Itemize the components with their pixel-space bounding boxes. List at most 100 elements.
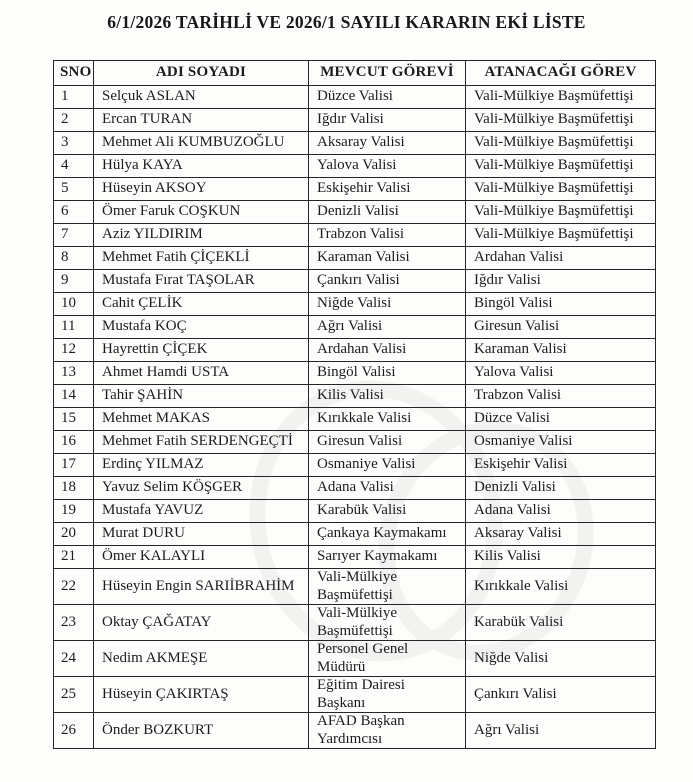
table-row: 5 Hüseyin AKSOY Eskişehir Valisi Vali-Mü…: [53, 177, 656, 201]
cell-name: Murat DURU: [93, 522, 309, 546]
header-current-position: MEVCUT GÖREVİ: [308, 60, 466, 86]
cell-name: Mehmet Fatih SERDENGEÇTİ: [93, 430, 309, 454]
cell-name: Hayrettin ÇİÇEK: [93, 338, 309, 362]
cell-new-position: Vali-Mülkiye Başmüfettişi: [465, 177, 656, 201]
cell-name: Önder BOZKURT: [93, 712, 309, 749]
cell-current-position: Bingöl Valisi: [308, 361, 466, 385]
cell-new-position: Çankırı Valisi: [465, 676, 656, 713]
cell-current-position: Vali-Mülkiye Başmüfettişi: [308, 568, 466, 605]
cell-current-position: Ardahan Valisi: [308, 338, 466, 362]
cell-sno: 9: [53, 269, 94, 293]
cell-new-position: Iğdır Valisi: [465, 269, 656, 293]
table-row: 8 Mehmet Fatih ÇİÇEKLİ Karaman Valisi Ar…: [53, 246, 656, 270]
cell-name: Mustafa KOÇ: [93, 315, 309, 339]
cell-current-position: Personel Genel Müdürü: [308, 640, 466, 677]
cell-name: Ömer KALAYLI: [93, 545, 309, 569]
cell-current-position: Kilis Valisi: [308, 384, 466, 408]
table-row: 14 Tahir ŞAHİN Kilis Valisi Trabzon Vali…: [53, 384, 656, 408]
table-row: 21 Ömer KALAYLI Sarıyer Kaymakamı Kilis …: [53, 545, 656, 569]
cell-sno: 10: [53, 292, 94, 316]
cell-name: Ercan TURAN: [93, 108, 309, 132]
cell-sno: 23: [53, 604, 94, 641]
cell-sno: 4: [53, 154, 94, 178]
table-row: 2 Ercan TURAN Iğdır Valisi Vali-Mülkiye …: [53, 108, 656, 132]
cell-new-position: Denizli Valisi: [465, 476, 656, 500]
cell-sno: 3: [53, 131, 94, 155]
cell-current-position: AFAD Başkan Yardımcısı: [308, 712, 466, 749]
table-row: 10 Cahit ÇELİK Niğde Valisi Bingöl Valis…: [53, 292, 656, 316]
cell-new-position: Vali-Mülkiye Başmüfettişi: [465, 200, 656, 224]
cell-sno: 24: [53, 640, 94, 677]
table-body: 1 Selçuk ASLAN Düzce Valisi Vali-Mülkiye…: [53, 85, 656, 749]
cell-sno: 21: [53, 545, 94, 569]
cell-name: Mustafa Fırat TAŞOLAR: [93, 269, 309, 293]
cell-name: Erdinç YILMAZ: [93, 453, 309, 477]
cell-name: Selçuk ASLAN: [93, 85, 309, 109]
cell-sno: 15: [53, 407, 94, 431]
cell-name: Hülya KAYA: [93, 154, 309, 178]
cell-current-position: Osmaniye Valisi: [308, 453, 466, 477]
cell-current-position: Çankaya Kaymakamı: [308, 522, 466, 546]
cell-current-position: Ağrı Valisi: [308, 315, 466, 339]
cell-new-position: Kilis Valisi: [465, 545, 656, 569]
cell-new-position: Ağrı Valisi: [465, 712, 656, 749]
cell-new-position: Karabük Valisi: [465, 604, 656, 641]
cell-sno: 26: [53, 712, 94, 749]
cell-current-position: Sarıyer Kaymakamı: [308, 545, 466, 569]
cell-new-position: Bingöl Valisi: [465, 292, 656, 316]
cell-sno: 14: [53, 384, 94, 408]
header-name: ADI SOYADI: [93, 60, 309, 86]
cell-new-position: Yalova Valisi: [465, 361, 656, 385]
cell-name: Mehmet Ali KUMBUZOĞLU: [93, 131, 309, 155]
table-row: 18 Yavuz Selim KÖŞGER Adana Valisi Deniz…: [53, 476, 656, 500]
appointments-table: SNO ADI SOYADI MEVCUT GÖREVİ ATANACAĞI G…: [53, 60, 656, 749]
cell-current-position: Yalova Valisi: [308, 154, 466, 178]
table-row: 17 Erdinç YILMAZ Osmaniye Valisi Eskişeh…: [53, 453, 656, 477]
cell-current-position: Aksaray Valisi: [308, 131, 466, 155]
table-row: 12 Hayrettin ÇİÇEK Ardahan Valisi Karama…: [53, 338, 656, 362]
cell-new-position: Niğde Valisi: [465, 640, 656, 677]
table-row: 3 Mehmet Ali KUMBUZOĞLU Aksaray Valisi V…: [53, 131, 656, 155]
cell-new-position: Vali-Mülkiye Başmüfettişi: [465, 154, 656, 178]
table-row: 4 Hülya KAYA Yalova Valisi Vali-Mülkiye …: [53, 154, 656, 178]
table-row: 26 Önder BOZKURT AFAD Başkan Yardımcısı …: [53, 712, 656, 749]
header-sno: SNO: [53, 60, 94, 86]
cell-sno: 6: [53, 200, 94, 224]
table-row: 6 Ömer Faruk COŞKUN Denizli Valisi Vali-…: [53, 200, 656, 224]
cell-name: Tahir ŞAHİN: [93, 384, 309, 408]
cell-current-position: Karaman Valisi: [308, 246, 466, 270]
cell-sno: 16: [53, 430, 94, 454]
cell-new-position: Osmaniye Valisi: [465, 430, 656, 454]
cell-name: Hüseyin ÇAKIRTAŞ: [93, 676, 309, 713]
cell-current-position: Eğitim Dairesi Başkanı: [308, 676, 466, 713]
table-row: 16 Mehmet Fatih SERDENGEÇTİ Giresun Vali…: [53, 430, 656, 454]
cell-current-position: Niğde Valisi: [308, 292, 466, 316]
cell-new-position: Aksaray Valisi: [465, 522, 656, 546]
cell-new-position: Vali-Mülkiye Başmüfettişi: [465, 108, 656, 132]
table-row: 20 Murat DURU Çankaya Kaymakamı Aksaray …: [53, 522, 656, 546]
cell-sno: 25: [53, 676, 94, 713]
cell-name: Mehmet MAKAS: [93, 407, 309, 431]
cell-sno: 22: [53, 568, 94, 605]
cell-new-position: Karaman Valisi: [465, 338, 656, 362]
cell-name: Hüseyin AKSOY: [93, 177, 309, 201]
cell-sno: 11: [53, 315, 94, 339]
cell-current-position: Çankırı Valisi: [308, 269, 466, 293]
cell-name: Ömer Faruk COŞKUN: [93, 200, 309, 224]
cell-sno: 1: [53, 85, 94, 109]
cell-current-position: Eskişehir Valisi: [308, 177, 466, 201]
cell-current-position: Trabzon Valisi: [308, 223, 466, 247]
cell-current-position: Iğdır Valisi: [308, 108, 466, 132]
cell-sno: 19: [53, 499, 94, 523]
cell-name: Hüseyin Engin SARIİBRAHİM: [93, 568, 309, 605]
cell-new-position: Düzce Valisi: [465, 407, 656, 431]
table-row: 11 Mustafa KOÇ Ağrı Valisi Giresun Valis…: [53, 315, 656, 339]
cell-sno: 20: [53, 522, 94, 546]
cell-current-position: Karabük Valisi: [308, 499, 466, 523]
cell-new-position: Kırıkkale Valisi: [465, 568, 656, 605]
table-row: 23 Oktay ÇAĞATAY Vali-Mülkiye Başmüfetti…: [53, 604, 656, 641]
cell-sno: 18: [53, 476, 94, 500]
cell-name: Yavuz Selim KÖŞGER: [93, 476, 309, 500]
cell-current-position: Kırıkkale Valisi: [308, 407, 466, 431]
